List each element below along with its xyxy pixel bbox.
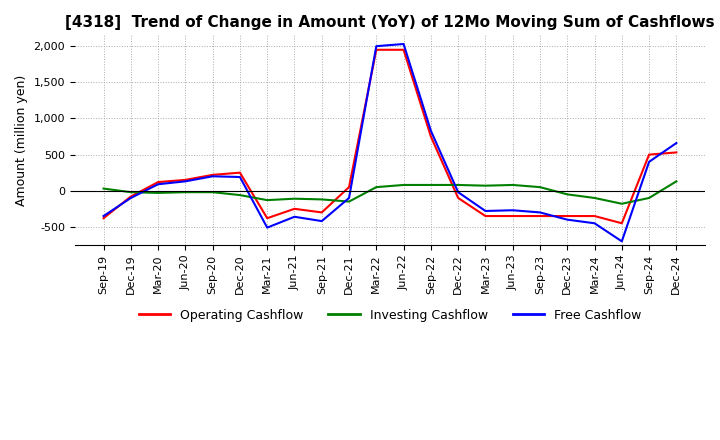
Investing Cashflow — [400, 182, 408, 187]
Free Cashflow — [454, 190, 462, 195]
Operating Cashflow — [481, 213, 490, 219]
Investing Cashflow — [290, 196, 299, 202]
Operating Cashflow — [290, 206, 299, 212]
Free Cashflow — [481, 209, 490, 214]
Free Cashflow — [536, 210, 544, 215]
Investing Cashflow — [345, 199, 354, 204]
Free Cashflow — [372, 44, 381, 49]
Investing Cashflow — [208, 190, 217, 195]
Investing Cashflow — [536, 184, 544, 190]
Line: Operating Cashflow: Operating Cashflow — [104, 50, 676, 223]
Free Cashflow — [290, 214, 299, 220]
Operating Cashflow — [618, 220, 626, 226]
Investing Cashflow — [127, 190, 135, 195]
Free Cashflow — [672, 140, 680, 146]
Operating Cashflow — [400, 47, 408, 52]
Investing Cashflow — [672, 179, 680, 184]
Investing Cashflow — [618, 201, 626, 206]
Free Cashflow — [426, 128, 435, 133]
Operating Cashflow — [426, 134, 435, 139]
Operating Cashflow — [235, 170, 244, 175]
Free Cashflow — [345, 195, 354, 201]
Legend: Operating Cashflow, Investing Cashflow, Free Cashflow: Operating Cashflow, Investing Cashflow, … — [134, 304, 647, 327]
Investing Cashflow — [563, 192, 572, 197]
Free Cashflow — [99, 213, 108, 219]
Operating Cashflow — [345, 184, 354, 190]
Operating Cashflow — [590, 213, 599, 219]
Investing Cashflow — [154, 190, 163, 195]
Operating Cashflow — [127, 194, 135, 199]
Free Cashflow — [154, 182, 163, 187]
Operating Cashflow — [508, 213, 517, 219]
Operating Cashflow — [563, 213, 572, 219]
Operating Cashflow — [372, 47, 381, 52]
Operating Cashflow — [154, 180, 163, 185]
Y-axis label: Amount (million yen): Amount (million yen) — [15, 74, 28, 206]
Investing Cashflow — [426, 182, 435, 187]
Free Cashflow — [263, 225, 271, 230]
Free Cashflow — [127, 195, 135, 201]
Operating Cashflow — [536, 213, 544, 219]
Investing Cashflow — [235, 192, 244, 198]
Operating Cashflow — [645, 152, 654, 157]
Line: Investing Cashflow: Investing Cashflow — [104, 181, 676, 204]
Free Cashflow — [618, 238, 626, 244]
Operating Cashflow — [208, 172, 217, 177]
Free Cashflow — [645, 159, 654, 165]
Investing Cashflow — [99, 186, 108, 191]
Operating Cashflow — [318, 210, 326, 215]
Free Cashflow — [563, 217, 572, 222]
Investing Cashflow — [508, 182, 517, 187]
Operating Cashflow — [99, 216, 108, 221]
Investing Cashflow — [372, 184, 381, 190]
Free Cashflow — [208, 174, 217, 179]
Free Cashflow — [318, 219, 326, 224]
Operating Cashflow — [672, 150, 680, 155]
Free Cashflow — [508, 208, 517, 213]
Free Cashflow — [590, 220, 599, 226]
Operating Cashflow — [263, 216, 271, 221]
Title: [4318]  Trend of Change in Amount (YoY) of 12Mo Moving Sum of Cashflows: [4318] Trend of Change in Amount (YoY) o… — [65, 15, 715, 30]
Investing Cashflow — [645, 195, 654, 201]
Investing Cashflow — [263, 198, 271, 203]
Free Cashflow — [400, 41, 408, 47]
Investing Cashflow — [318, 197, 326, 202]
Investing Cashflow — [181, 190, 189, 195]
Operating Cashflow — [454, 195, 462, 201]
Free Cashflow — [235, 174, 244, 180]
Operating Cashflow — [181, 177, 189, 183]
Investing Cashflow — [590, 195, 599, 201]
Investing Cashflow — [481, 183, 490, 188]
Investing Cashflow — [454, 182, 462, 187]
Free Cashflow — [181, 179, 189, 184]
Line: Free Cashflow: Free Cashflow — [104, 44, 676, 241]
